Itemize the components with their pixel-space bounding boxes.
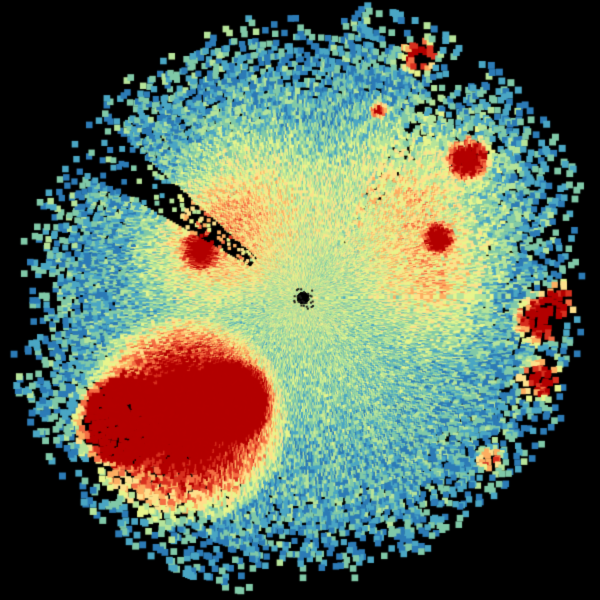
radar-image [0,0,600,600]
radar-reflectivity-sweep [0,0,600,600]
